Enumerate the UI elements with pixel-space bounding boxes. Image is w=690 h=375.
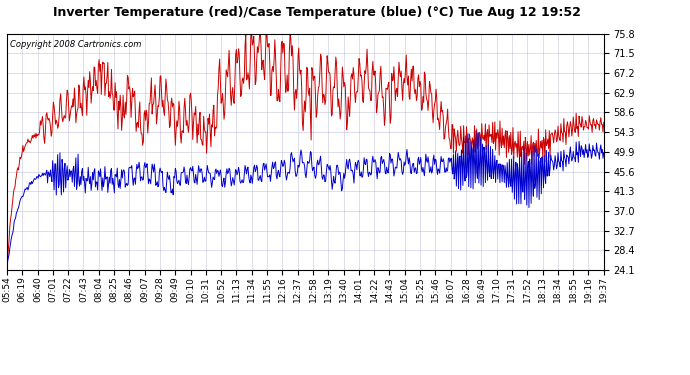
Text: Copyright 2008 Cartronics.com: Copyright 2008 Cartronics.com (10, 40, 141, 49)
Text: Inverter Temperature (red)/Case Temperature (blue) (°C) Tue Aug 12 19:52: Inverter Temperature (red)/Case Temperat… (53, 6, 582, 19)
